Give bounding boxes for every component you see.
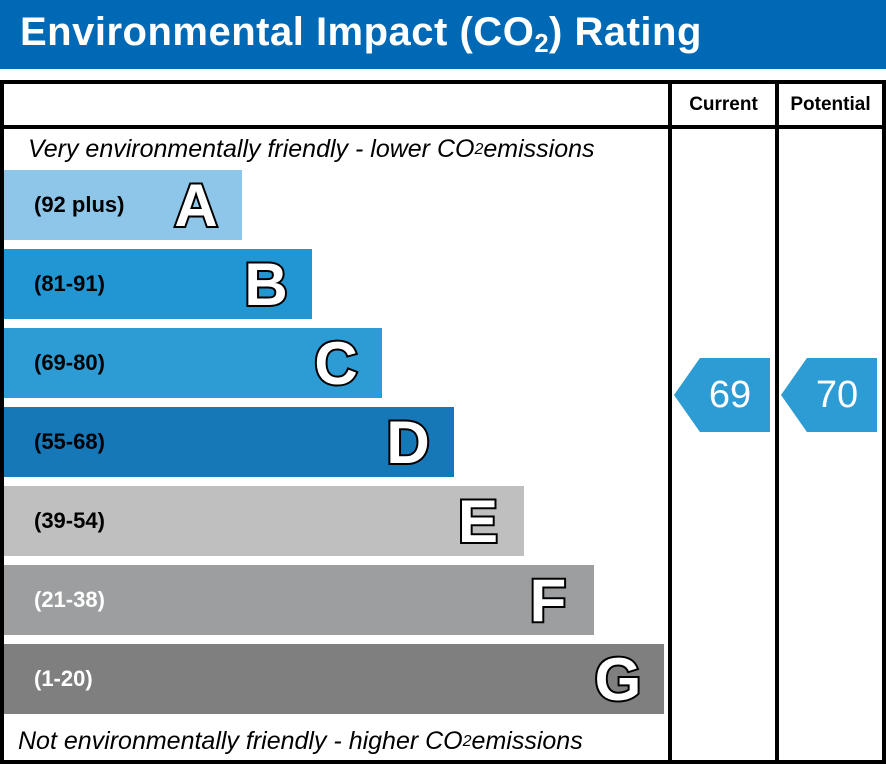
band-g: (1-20) G [4, 644, 664, 715]
band-b-range-label: (81-91) [34, 271, 105, 296]
current-column-body: 69 [672, 129, 775, 760]
svg-text:E: E [458, 488, 498, 555]
band-a-range-label: (92 plus) [34, 192, 125, 217]
band-b: (81-91) B [4, 249, 312, 320]
bands-column-header-spacer [4, 84, 668, 129]
chart-title-bar: Environmental Impact (CO2) Rating [0, 0, 886, 69]
svg-text:F: F [530, 567, 567, 634]
bottom-note-suffix: emissions [471, 727, 583, 755]
bottom-note: Not environmentally friendly - higher CO… [4, 723, 668, 760]
svg-text:B: B [244, 251, 287, 318]
band-b-letter: B [242, 249, 289, 320]
chart-title-text: Environmental Impact (CO [20, 9, 535, 54]
rating-table: Very environmentally friendly - lower CO… [0, 80, 886, 764]
bands-column-body: Very environmentally friendly - lower CO… [4, 129, 668, 760]
potential-column-header: Potential [779, 84, 882, 129]
band-d-letter: D [384, 407, 431, 478]
band-e-range-label: (39-54) [34, 508, 105, 533]
top-note-suffix: emissions [483, 135, 595, 163]
band-d-range-label: (55-68) [34, 429, 105, 454]
svg-text:G: G [595, 646, 642, 713]
chart-title-subscript: 2 [534, 30, 550, 59]
potential-rating-arrow: 70 [781, 358, 877, 432]
band-e-letter: E [456, 486, 500, 557]
svg-text:C: C [314, 330, 357, 397]
band-list: (92 plus) A (81-91) B (69-80) C (55-68) … [4, 170, 668, 723]
bands-column: Very environmentally friendly - lower CO… [4, 84, 668, 760]
chart-title: Environmental Impact (CO2) Rating [20, 10, 702, 59]
top-note-text: Very environmentally friendly - lower CO [28, 135, 475, 163]
top-note-subscript: 2 [474, 140, 484, 158]
bottom-note-subscript: 2 [462, 732, 472, 750]
current-rating-arrow: 69 [674, 358, 770, 432]
bottom-note-text: Not environmentally friendly - higher CO [18, 727, 463, 755]
band-g-letter: G [593, 644, 644, 715]
band-f-letter: F [528, 565, 569, 636]
band-e: (39-54) E [4, 486, 524, 557]
top-note: Very environmentally friendly - lower CO… [4, 129, 668, 170]
potential-column-body: 70 [779, 129, 882, 760]
current-rating-value: 69 [708, 373, 752, 416]
potential-column: Potential 70 [775, 84, 882, 760]
band-c-range-label: (69-80) [34, 350, 105, 375]
band-c-letter: C [312, 328, 359, 399]
svg-text:D: D [386, 409, 429, 476]
potential-rating-value: 70 [815, 373, 859, 416]
band-f-range-label: (21-38) [34, 587, 105, 612]
current-column: Current 69 [668, 84, 775, 760]
band-g-range-label: (1-20) [34, 666, 93, 691]
band-a: (92 plus) A [4, 170, 242, 241]
band-a-letter: A [172, 170, 219, 241]
band-c: (69-80) C [4, 328, 382, 399]
current-column-header: Current [672, 84, 775, 129]
band-f: (21-38) F [4, 565, 594, 636]
band-d: (55-68) D [4, 407, 454, 478]
svg-text:A: A [174, 172, 217, 239]
chart-title-suffix: ) Rating [549, 9, 702, 54]
